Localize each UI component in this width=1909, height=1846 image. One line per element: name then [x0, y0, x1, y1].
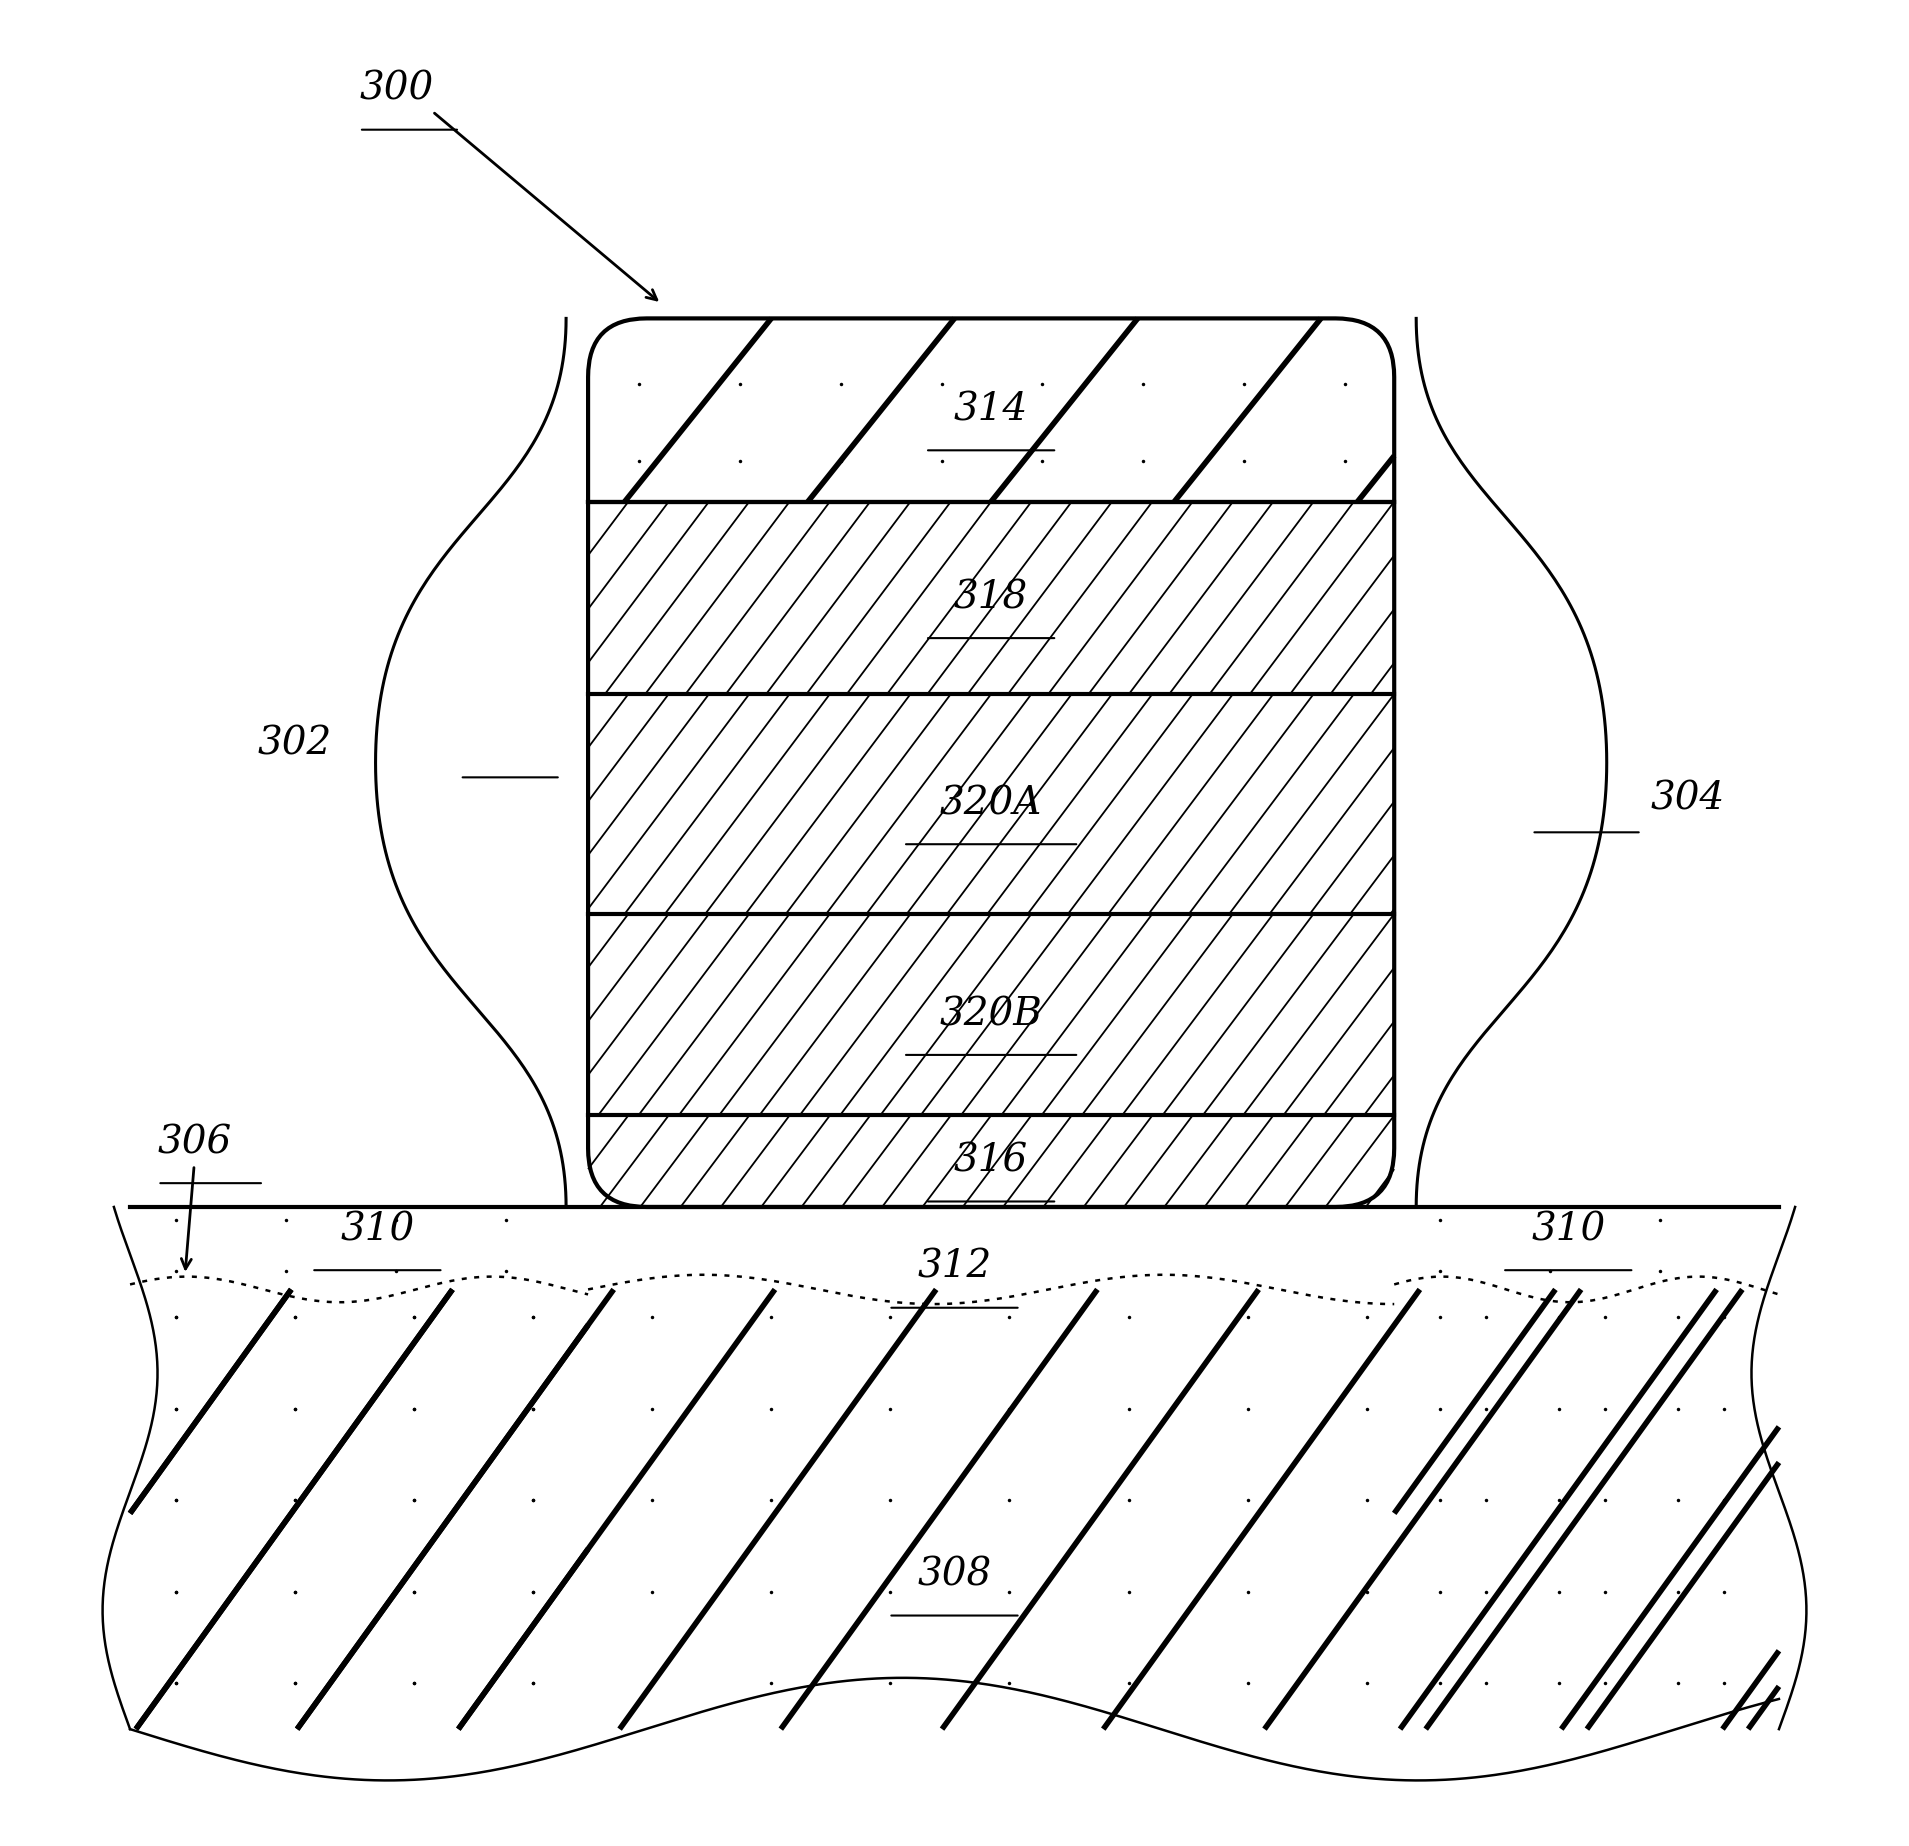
Text: 300: 300: [359, 70, 433, 107]
Text: 312: 312: [918, 1250, 991, 1287]
Text: 314: 314: [954, 391, 1029, 428]
Text: 310: 310: [1531, 1211, 1605, 1248]
Bar: [588, 318, 1394, 1207]
Text: 310: 310: [340, 1211, 414, 1248]
Text: 302: 302: [258, 725, 332, 762]
Text: 320A: 320A: [939, 785, 1042, 823]
Text: 306: 306: [158, 1124, 231, 1161]
Text: 320B: 320B: [939, 997, 1042, 1034]
Bar: [130, 1207, 1779, 1730]
Text: 318: 318: [954, 580, 1029, 617]
Text: 308: 308: [918, 1556, 991, 1593]
Text: 316: 316: [954, 1143, 1029, 1180]
Text: 304: 304: [1651, 781, 1726, 818]
